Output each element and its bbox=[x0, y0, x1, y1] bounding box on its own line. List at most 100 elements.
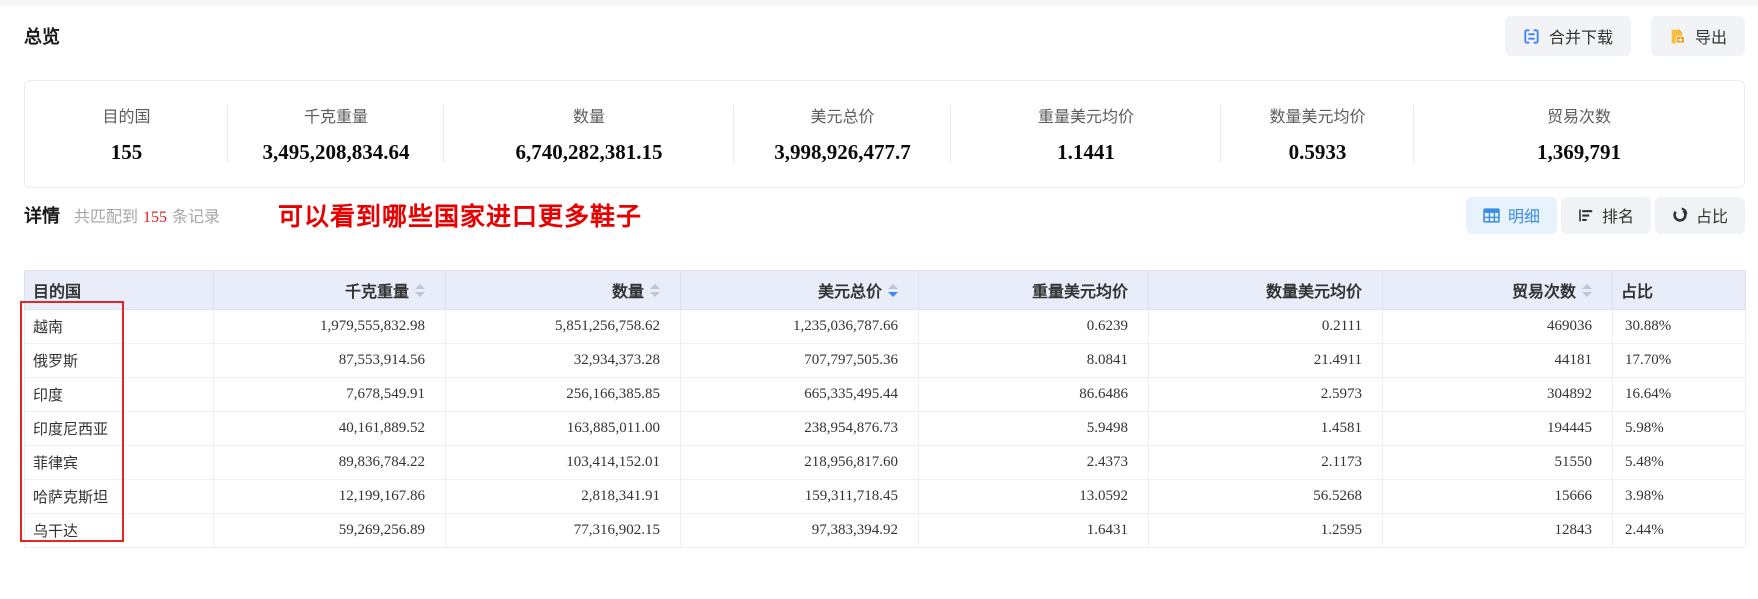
col-header-6[interactable]: 贸易次数 bbox=[1382, 270, 1613, 310]
table-row: 乌干达 59,269,256.89 77,316,902.15 97,383,394.… bbox=[24, 513, 1746, 548]
cell-value: 7,678,549.91 bbox=[213, 377, 446, 412]
cell-value: 256,166,385.85 bbox=[445, 377, 681, 412]
cell-value: 1,979,555,832.98 bbox=[213, 309, 446, 344]
cell-share: 2.44% bbox=[1612, 513, 1746, 548]
cell-value: 21.4911 bbox=[1148, 343, 1383, 378]
view-tab-detail[interactable]: 明细 bbox=[1465, 196, 1557, 234]
col-header-label: 重量美元均价 bbox=[1031, 284, 1128, 301]
sort-caret-icon[interactable] bbox=[1582, 283, 1592, 297]
cell-value: 89,836,784.22 bbox=[213, 445, 446, 480]
ranking-icon bbox=[1578, 208, 1594, 223]
cell-value: 194445 bbox=[1382, 411, 1613, 446]
cell-value: 40,161,889.52 bbox=[213, 411, 446, 446]
stat-label: 重量美元均价 bbox=[1037, 109, 1134, 126]
cell-value: 159,311,718.45 bbox=[680, 479, 919, 514]
overview-title: 总览 bbox=[24, 27, 60, 47]
merge-download-button[interactable]: 合并下载 bbox=[1504, 16, 1631, 56]
stat-value: 6,740,282,381.15 bbox=[515, 140, 663, 164]
col-header-label: 数量美元均价 bbox=[1265, 284, 1362, 301]
summary-stat: 千克重量 3,495,208,834.64 bbox=[228, 81, 444, 187]
export-file-icon bbox=[1669, 28, 1686, 45]
table-row: 哈萨克斯坦 12,199,167.86 2,818,341.91 159,311,71… bbox=[24, 479, 1746, 514]
stat-label: 数量 bbox=[572, 109, 605, 126]
export-label: 导出 bbox=[1694, 30, 1727, 47]
cell-country: 印度 bbox=[24, 377, 214, 412]
cell-country: 印度尼西亚 bbox=[24, 411, 214, 446]
stat-value: 3,495,208,834.64 bbox=[262, 140, 410, 164]
stat-value: 1,369,791 bbox=[1537, 140, 1621, 164]
cell-value: 5,851,256,758.62 bbox=[445, 309, 681, 344]
cell-value: 304892 bbox=[1382, 377, 1613, 412]
stat-value: 3,998,926,477.7 bbox=[774, 140, 911, 164]
cell-value: 2.4373 bbox=[918, 445, 1149, 480]
match-count-text: 共匹配到 155 条记录 bbox=[74, 203, 220, 227]
cell-value: 8.0841 bbox=[918, 343, 1149, 378]
cell-share: 3.98% bbox=[1612, 479, 1746, 514]
summary-stat: 重量美元均价 1.1441 bbox=[951, 81, 1221, 187]
detail-table: 目的国 千克重量 数量 美元总价 重量美元均价 数量美元均价 贸易次数 占比 越南 1,979,… bbox=[24, 270, 1746, 548]
col-header-4: 重量美元均价 bbox=[918, 270, 1149, 310]
cell-value: 1.6431 bbox=[918, 513, 1149, 548]
cell-value: 103,414,152.01 bbox=[445, 445, 681, 480]
table-row: 菲律宾 89,836,784.22 103,414,152.01 218,956,81… bbox=[24, 445, 1746, 480]
cell-value: 469036 bbox=[1382, 309, 1613, 344]
match-suffix: 条记录 bbox=[172, 209, 221, 226]
cell-share: 5.98% bbox=[1612, 411, 1746, 446]
cell-value: 707,797,505.36 bbox=[680, 343, 919, 378]
cell-country: 乌干达 bbox=[24, 513, 214, 548]
summary-stat: 数量美元均价 0.5933 bbox=[1221, 81, 1414, 187]
cell-value: 665,335,495.44 bbox=[680, 377, 919, 412]
stat-label: 美元总价 bbox=[810, 109, 875, 126]
cell-value: 86.6486 bbox=[918, 377, 1149, 412]
donut-chart-icon bbox=[1672, 207, 1688, 223]
stat-label: 数量美元均价 bbox=[1269, 109, 1366, 126]
table-row: 越南 1,979,555,832.98 5,851,256,758.62 1,235,… bbox=[24, 309, 1746, 344]
cell-value: 59,269,256.89 bbox=[213, 513, 446, 548]
export-button[interactable]: 导出 bbox=[1650, 16, 1745, 56]
cell-country: 菲律宾 bbox=[24, 445, 214, 480]
cell-value: 44181 bbox=[1382, 343, 1613, 378]
view-switch: 明细 排名 bbox=[1465, 196, 1745, 234]
cell-country: 哈萨克斯坦 bbox=[24, 479, 214, 514]
summary-stat: 美元总价 3,998,926,477.7 bbox=[734, 81, 951, 187]
view-tab-proportion-label: 占比 bbox=[1695, 209, 1728, 226]
sort-caret-icon[interactable] bbox=[415, 283, 425, 297]
cell-value: 77,316,902.15 bbox=[445, 513, 681, 548]
cell-value: 218,956,817.60 bbox=[680, 445, 919, 480]
view-tab-ranking[interactable]: 排名 bbox=[1560, 196, 1651, 234]
stat-label: 贸易次数 bbox=[1546, 109, 1611, 126]
cell-country: 越南 bbox=[24, 309, 214, 344]
col-header-label: 贸易次数 bbox=[1511, 284, 1576, 301]
toolbar: 合并下载 导出 bbox=[1504, 16, 1745, 56]
summary-stat: 目的国 155 bbox=[25, 81, 228, 187]
col-header-3[interactable]: 美元总价 bbox=[680, 270, 919, 310]
cell-value: 1,235,036,787.66 bbox=[680, 309, 919, 344]
cell-value: 56.5268 bbox=[1148, 479, 1383, 514]
cell-share: 30.88% bbox=[1612, 309, 1746, 344]
cell-value: 15666 bbox=[1382, 479, 1613, 514]
sort-caret-icon[interactable] bbox=[650, 283, 660, 297]
top-strip bbox=[0, 0, 1758, 6]
cell-value: 5.9498 bbox=[918, 411, 1149, 446]
col-header-1[interactable]: 千克重量 bbox=[213, 270, 446, 310]
table-row: 印度 7,678,549.91 256,166,385.85 665,335,495.… bbox=[24, 377, 1746, 412]
merge-cells-icon bbox=[1523, 28, 1540, 45]
merge-download-label: 合并下载 bbox=[1548, 30, 1613, 47]
cell-country: 俄罗斯 bbox=[24, 343, 214, 378]
cell-value: 2.1173 bbox=[1148, 445, 1383, 480]
sort-caret-icon[interactable] bbox=[888, 283, 898, 297]
detail-header: 详情 共匹配到 155 条记录 可以看到哪些国家进口更多鞋子 明细 bbox=[24, 196, 1745, 234]
cell-value: 13.0592 bbox=[918, 479, 1149, 514]
cell-value: 87,553,914.56 bbox=[213, 343, 446, 378]
summary-card: 目的国 155 千克重量 3,495,208,834.64 数量 6,740,2… bbox=[24, 80, 1745, 188]
stat-value: 1.1441 bbox=[1057, 140, 1115, 164]
col-header-label: 占比 bbox=[1621, 284, 1654, 301]
view-tab-detail-label: 明细 bbox=[1507, 209, 1540, 226]
view-tab-proportion[interactable]: 占比 bbox=[1654, 196, 1745, 234]
cell-share: 17.70% bbox=[1612, 343, 1746, 378]
view-tab-ranking-label: 排名 bbox=[1601, 209, 1634, 226]
table-icon bbox=[1483, 207, 1500, 223]
col-header-2[interactable]: 数量 bbox=[445, 270, 681, 310]
col-header-label: 数量 bbox=[611, 284, 644, 301]
cell-value: 12843 bbox=[1382, 513, 1613, 548]
